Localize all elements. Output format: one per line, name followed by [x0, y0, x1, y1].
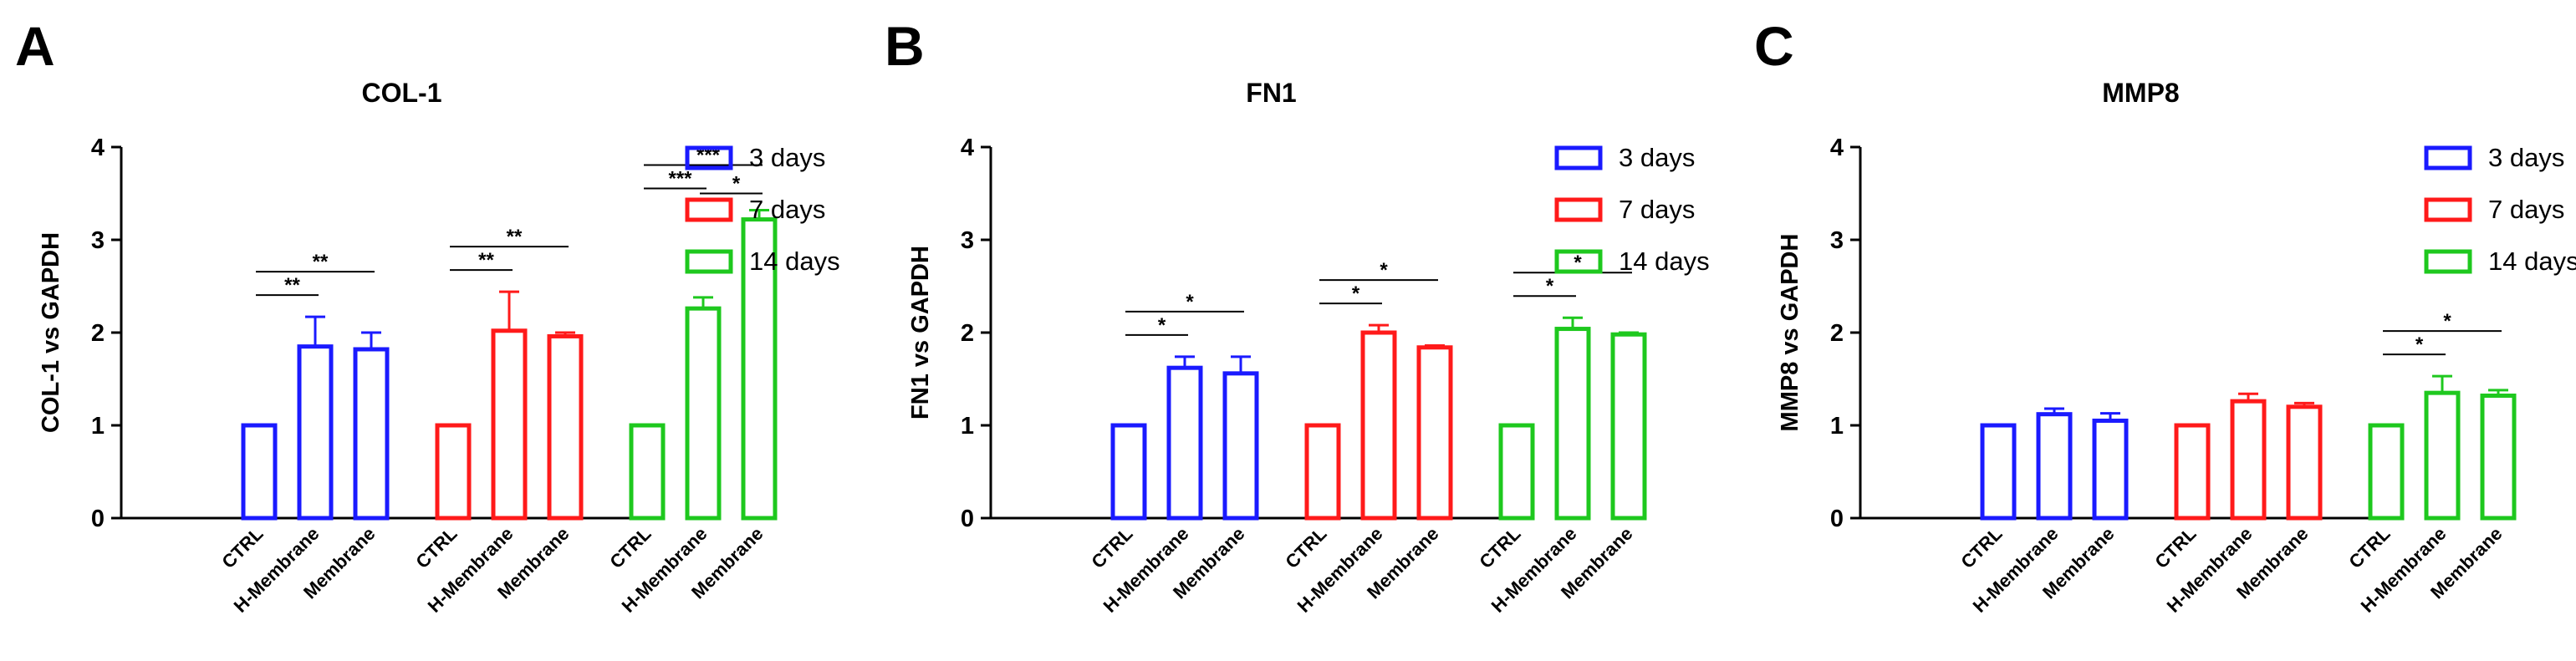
legend-swatch-14-days — [2424, 249, 2472, 274]
legend-swatch-7-days — [685, 197, 733, 222]
x-tick-label: CTRL — [217, 523, 267, 572]
chart-title: MMP8 — [2102, 78, 2179, 108]
bar-7-days-ctrl — [435, 423, 472, 521]
significance-label: * — [1352, 282, 1360, 305]
bar-3-days-ctrl — [1980, 423, 2017, 521]
bar-14-days-ctrl — [1498, 423, 1535, 521]
bar-7-days-membrane — [547, 333, 584, 521]
bar-14-days-h-membrane — [2424, 390, 2461, 521]
legend-label: 7 days — [749, 195, 825, 224]
significance-label: * — [2415, 333, 2424, 356]
bar-3-days-membrane — [353, 347, 390, 521]
bar-3-days-ctrl — [1110, 423, 1147, 521]
panel-label: B — [885, 15, 925, 77]
legend-swatch-3-days — [685, 145, 733, 170]
significance-label: *** — [668, 167, 692, 190]
significance-label: * — [732, 172, 741, 195]
y-tick-label: 0 — [961, 506, 974, 532]
panel-label: C — [1754, 15, 1794, 77]
significance-label: * — [2443, 310, 2451, 333]
x-tick-label: CTRL — [1475, 523, 1524, 572]
y-tick-label: 4 — [91, 135, 105, 161]
y-axis-label: COL-1 vs GAPDH — [38, 232, 64, 433]
x-tick-label: CTRL — [2150, 523, 2200, 572]
significance-label: * — [1380, 259, 1388, 282]
y-tick-label: 3 — [961, 227, 974, 254]
legend-swatch-7-days — [2424, 197, 2472, 222]
bar-3-days-membrane — [2092, 418, 2129, 521]
bar-14-days-membrane — [2480, 393, 2517, 521]
significance-label: ** — [507, 226, 523, 248]
y-tick-label: 2 — [1830, 320, 1844, 347]
bar-14-days-membrane — [1610, 332, 1647, 521]
panel-label: A — [15, 15, 55, 77]
bar-14-days-h-membrane — [685, 306, 722, 521]
legend-swatch-14-days — [1554, 249, 1603, 274]
significance-label: * — [1186, 291, 1194, 313]
legend-label: 3 days — [2488, 143, 2564, 172]
x-tick-label: CTRL — [1281, 523, 1330, 572]
y-tick-label: 1 — [961, 413, 974, 440]
bar-14-days-ctrl — [2368, 423, 2405, 521]
y-tick-label: 0 — [1830, 506, 1844, 532]
bar-7-days-ctrl — [2174, 423, 2211, 521]
y-tick-label: 4 — [1830, 135, 1844, 161]
bar-7-days-h-membrane — [491, 328, 528, 521]
significance-label: * — [1574, 252, 1582, 274]
bar-3-days-h-membrane — [2036, 412, 2073, 521]
y-tick-label: 0 — [91, 506, 105, 532]
y-tick-label: 3 — [91, 227, 105, 254]
chart-title: FN1 — [1246, 78, 1296, 108]
y-tick-label: 1 — [1830, 413, 1844, 440]
bar-7-days-membrane — [2286, 404, 2323, 521]
legend-label: 14 days — [2488, 247, 2576, 276]
y-tick-label: 2 — [961, 320, 974, 347]
x-tick-label: CTRL — [2344, 523, 2394, 572]
legend-swatch-3-days — [1554, 145, 1603, 170]
legend-swatch-7-days — [1554, 197, 1603, 222]
y-axis-label: FN1 vs GAPDH — [907, 246, 934, 419]
legend-label: 7 days — [1619, 195, 1695, 224]
x-tick-label: CTRL — [1956, 523, 2006, 572]
legend-label: 7 days — [2488, 195, 2564, 224]
x-tick-label: CTRL — [605, 523, 655, 572]
bar-3-days-ctrl — [241, 423, 278, 521]
bar-7-days-ctrl — [1304, 423, 1341, 521]
y-tick-label: 4 — [961, 135, 974, 161]
x-tick-label: CTRL — [411, 523, 461, 572]
significance-label: ** — [284, 274, 300, 297]
significance-label: * — [1546, 275, 1554, 297]
y-tick-label: 2 — [91, 320, 105, 347]
bar-3-days-h-membrane — [1166, 365, 1203, 521]
y-tick-label: 1 — [91, 413, 105, 440]
legend-label: 14 days — [1619, 247, 1710, 276]
significance-label: ** — [478, 249, 494, 272]
y-tick-label: 3 — [1830, 227, 1844, 254]
bar-14-days-h-membrane — [1554, 327, 1591, 521]
bar-3-days-h-membrane — [297, 344, 334, 521]
legend-label: 14 days — [749, 247, 840, 276]
y-axis-label: MMP8 vs GAPDH — [1777, 234, 1803, 432]
legend-label: 3 days — [749, 143, 825, 172]
chart-title: COL-1 — [362, 78, 442, 108]
x-tick-label: CTRL — [1087, 523, 1136, 572]
significance-label: * — [1158, 314, 1166, 337]
bar-7-days-h-membrane — [2230, 399, 2267, 521]
bar-7-days-h-membrane — [1360, 330, 1397, 521]
legend-swatch-3-days — [2424, 145, 2472, 170]
bar-3-days-membrane — [1222, 371, 1259, 521]
legend-label: 3 days — [1619, 143, 1695, 172]
significance-label: ** — [313, 251, 329, 273]
bar-14-days-ctrl — [629, 423, 666, 521]
legend-swatch-14-days — [685, 249, 733, 274]
bar-7-days-membrane — [1416, 345, 1453, 521]
